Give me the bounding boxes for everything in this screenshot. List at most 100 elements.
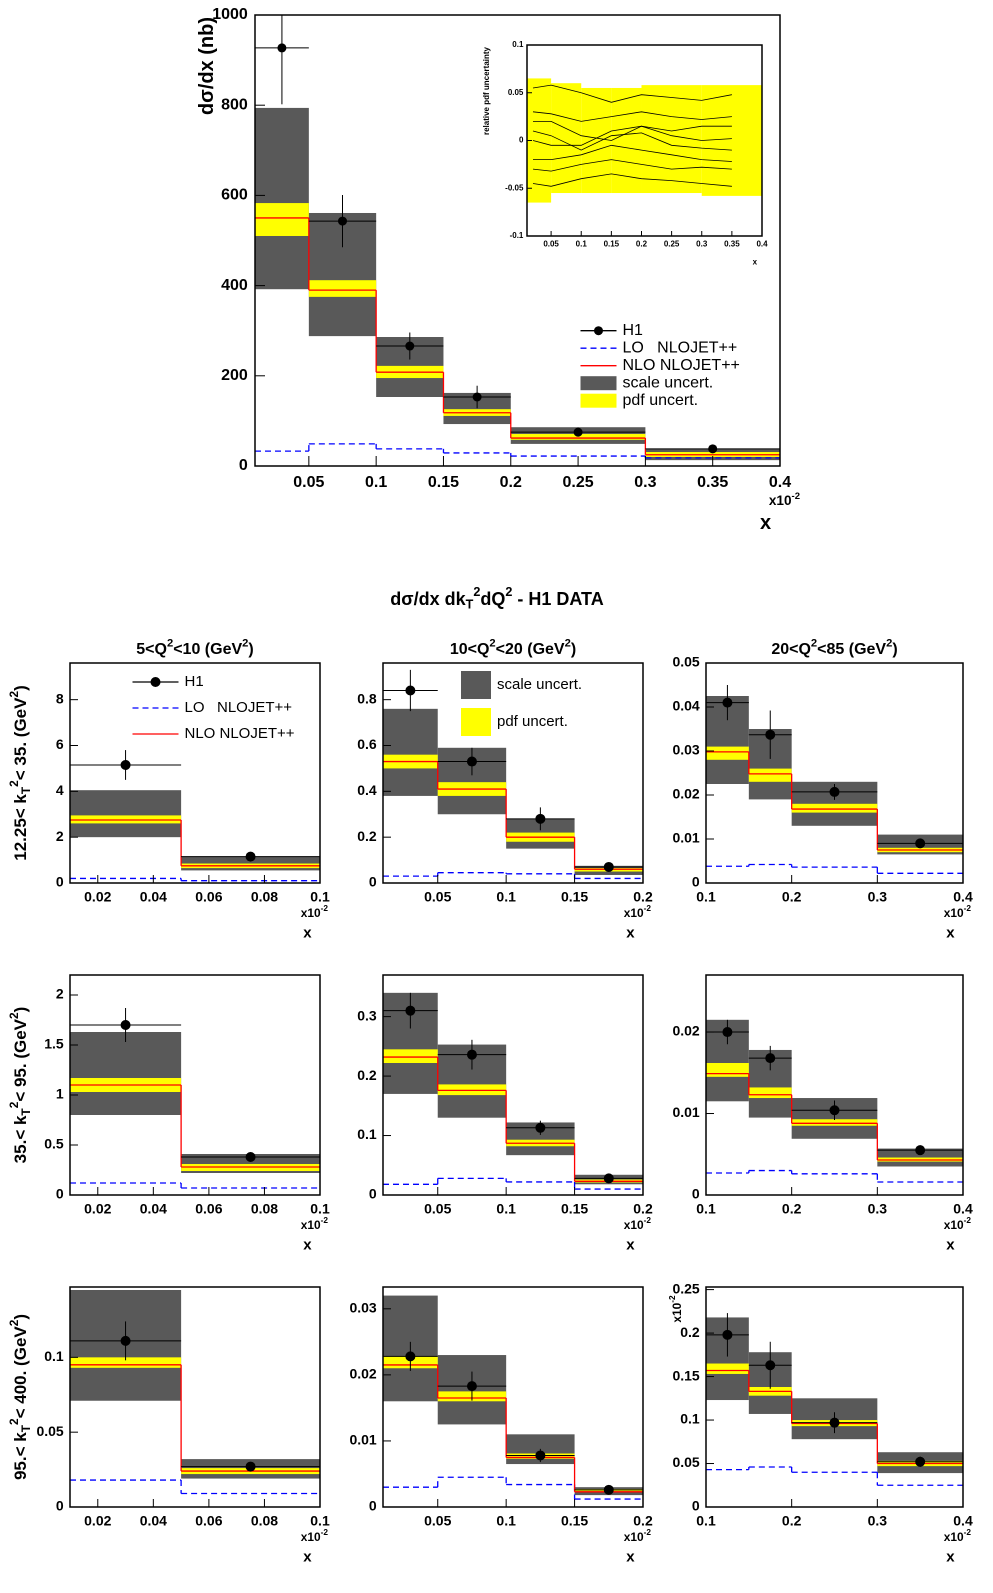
x-tick-label: 0.3 xyxy=(868,1512,888,1528)
data-point xyxy=(466,1049,477,1060)
uncertainty-band xyxy=(70,790,182,838)
legend-marker xyxy=(594,326,603,336)
x-tick-label: 0.15 xyxy=(561,1512,588,1528)
text-part: x10 xyxy=(301,1530,321,1544)
y-tick-label: 0.02 xyxy=(672,786,699,802)
data-point xyxy=(466,1381,477,1392)
text-part: x10 xyxy=(624,1530,644,1544)
data-point xyxy=(722,697,733,708)
y-tick-label: 0.05 xyxy=(508,88,524,97)
data-point xyxy=(829,786,840,797)
text-part: ) xyxy=(11,1314,30,1320)
text-part: -2 xyxy=(321,1215,329,1225)
legend-label: pdf uncert. xyxy=(623,392,699,409)
text-part: 2 xyxy=(565,638,571,650)
text-part: ) xyxy=(11,1007,30,1013)
legend-label: scale uncert. xyxy=(623,374,714,391)
legend-marker xyxy=(150,677,161,687)
text-part: 2 xyxy=(7,780,21,787)
x-tick-label: 0.1 xyxy=(696,1200,716,1216)
y-tick-label: 0.05 xyxy=(672,654,699,670)
x-axis-label: x xyxy=(626,1548,635,1565)
uncertainty-band xyxy=(701,85,762,196)
data-point xyxy=(829,1105,840,1116)
y-tick-label: 0.2 xyxy=(357,1067,377,1083)
data-point xyxy=(765,1360,776,1371)
text-part: 35.< k xyxy=(11,1115,30,1163)
plot-marks xyxy=(706,685,963,874)
data-point xyxy=(405,1351,416,1362)
x-tick-label: 0.05 xyxy=(424,888,451,904)
data-point xyxy=(338,216,347,226)
text-part: - H1 DATA xyxy=(512,589,603,609)
y-tick-label: 6 xyxy=(56,736,64,752)
plot-marks xyxy=(70,1008,320,1189)
text-part: ) xyxy=(248,641,253,658)
x-tick-label: 0.04 xyxy=(140,1512,167,1528)
text-part: 2 xyxy=(7,1012,21,1019)
y-axis-label: dσ/dx (nb) xyxy=(196,17,218,115)
x-tick-label: 0.1 xyxy=(696,888,716,904)
x-tick-label: 0.2 xyxy=(782,888,802,904)
text-part: T xyxy=(19,1108,33,1116)
chart-panel: 0.02 0.04 0.06 0.08 0.1 0 0.5 1 1.5 2 x x10-2 35.< k… xyxy=(7,974,330,1253)
x-axis-multiplier: x10-2 xyxy=(944,1215,972,1232)
text-part: dσ/dx (nb) xyxy=(196,17,218,115)
chart-panel: 0.1 0.2 0.3 0.400.050.10.150.20.25xx10-2x10… xyxy=(667,1280,973,1565)
text-part: 2 xyxy=(886,638,892,650)
x-tick-label: 0.2 xyxy=(633,1200,653,1216)
x-tick-label: 0.15 xyxy=(561,1200,588,1216)
text-part: -2 xyxy=(321,1527,329,1537)
text-part: -2 xyxy=(644,1527,652,1537)
chart-panel: 0.1 0.2 0.3 0.4 0 0.01 0.02 x x10-2 xyxy=(672,974,973,1253)
x-tick-label: 0.04 xyxy=(140,888,167,904)
y-tick-label: 0 xyxy=(369,1498,377,1514)
plot-marks xyxy=(383,1295,643,1500)
text-part: ) xyxy=(11,685,30,691)
data-point xyxy=(765,729,776,740)
y-tick-label: 0.1 xyxy=(680,1411,700,1427)
chart-panel: 0.05 0.1 0.15 0.200.20.40.60.8xx10-210<Q2<2… xyxy=(357,638,653,942)
y-tick-label: 0.01 xyxy=(349,1432,376,1448)
chart-panel: 0.02 0.04 0.06 0.08 0.1 0 0.05 0.1 x x10-2 95.< kT… xyxy=(7,1286,330,1565)
legend-label: H1 xyxy=(623,322,644,339)
x-tick-label: 0.1 xyxy=(496,888,516,904)
uncertainty-band xyxy=(308,280,377,297)
legend-label: NLO NLOJET++ xyxy=(623,357,740,374)
uncertainty-band xyxy=(748,1087,792,1099)
x-axis-multiplier: x10-2 xyxy=(944,1527,972,1544)
text-part: 2 xyxy=(167,638,173,650)
uncertainty-curve xyxy=(532,159,732,172)
row-label: 35.< kT2< 95. (GeV2) xyxy=(7,1007,33,1164)
y-tick-label: 0 xyxy=(692,1498,700,1514)
y-tick-label: 4 xyxy=(56,782,64,798)
legend-swatch xyxy=(461,671,491,699)
data-point xyxy=(535,1450,546,1461)
y-tick-label: -0.05 xyxy=(505,183,524,192)
plot-marks xyxy=(70,750,320,882)
figure-heading: dσ/dx dkT2dQ2 - H1 DATA xyxy=(390,585,603,612)
x-axis-label: x xyxy=(760,512,771,534)
x-axis-label: x xyxy=(946,1236,955,1253)
text-part: 10<Q xyxy=(450,641,490,658)
plot-frame xyxy=(705,974,964,1196)
data-point xyxy=(472,392,482,402)
x-tick-label: 0.4 xyxy=(953,1512,973,1528)
plot-frame xyxy=(382,1286,644,1508)
x-axis-label: x xyxy=(946,924,955,941)
y-tick-label: 0 xyxy=(369,1186,377,1202)
legend-swatch xyxy=(461,708,491,736)
x-tick-label: 0.05 xyxy=(424,1200,451,1216)
y-tick-label: 0.02 xyxy=(349,1366,376,1382)
x-tick-label: 0.4 xyxy=(769,474,791,491)
uncertainty-curve xyxy=(532,125,732,146)
text-part: x10 xyxy=(944,1530,964,1544)
x-tick-label: 0.06 xyxy=(195,1200,222,1216)
uncertainty-band xyxy=(510,433,646,440)
panel-title: 10<Q2<20 (GeV2) xyxy=(450,638,576,659)
text-part: x10 xyxy=(769,493,792,508)
text-part: -2 xyxy=(964,1527,972,1537)
panel-title: 20<Q2<85 (GeV2) xyxy=(771,638,897,659)
chart-panel: 0.05 0.1 0.15 0.2 0 0.1 0.2 0.3 x x10-2 xyxy=(357,974,653,1253)
